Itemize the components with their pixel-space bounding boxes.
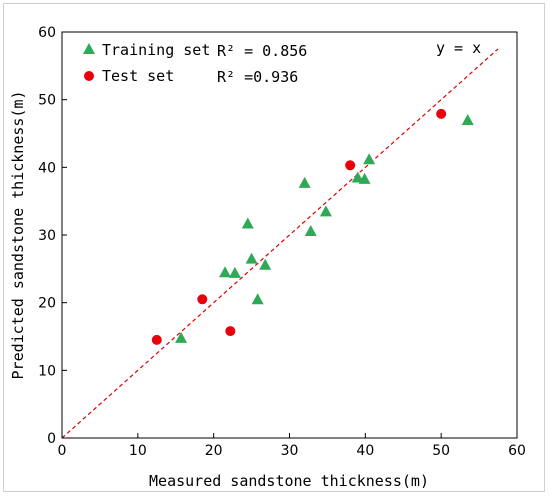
x-tick-label: 0 — [58, 443, 67, 459]
test-point — [151, 334, 162, 345]
points-layer — [151, 108, 474, 345]
legend-test-r2: R² =0.936 — [217, 68, 298, 86]
x-tick-label: 20 — [205, 443, 223, 459]
test-point — [225, 326, 236, 337]
training-point — [363, 153, 376, 165]
y-tick-label: 60 — [38, 25, 56, 41]
figure-frame — [3, 3, 545, 492]
y-tick-label: 0 — [47, 431, 56, 447]
y-tick-label: 10 — [38, 363, 56, 379]
x-tick-label: 40 — [356, 443, 374, 459]
y-tick-label: 20 — [38, 296, 56, 312]
training-point — [251, 293, 264, 305]
y-tick-label: 50 — [38, 93, 56, 109]
training-point — [241, 217, 254, 229]
reference-line-label: y = x — [436, 39, 481, 57]
training-point — [319, 205, 332, 217]
legend-training-label: Training set — [102, 41, 210, 59]
reference-line — [61, 48, 499, 439]
legend-test-marker — [84, 71, 94, 81]
test-point — [197, 294, 208, 305]
legend-training-marker — [83, 43, 95, 54]
training-point — [351, 171, 364, 183]
x-tick-label: 60 — [508, 443, 526, 459]
training-point — [358, 172, 371, 184]
training-point — [461, 113, 474, 125]
training-point — [298, 176, 311, 188]
training-point — [304, 224, 317, 236]
training-point — [228, 266, 241, 278]
y-tick-label: 30 — [38, 228, 56, 244]
test-point — [345, 160, 356, 171]
training-point — [245, 252, 258, 264]
x-tick-label: 30 — [281, 443, 299, 459]
training-point — [175, 331, 188, 343]
x-tick-label: 50 — [432, 443, 450, 459]
x-axis-label: Measured sandstone thickness(m) — [149, 472, 429, 490]
y-tick-label: 40 — [38, 160, 56, 176]
x-tick-label: 10 — [129, 443, 147, 459]
ticks-layer: 0 10 20 30 40 50 60 0 10 20 30 40 50 60 — [38, 25, 526, 459]
reference-line-layer — [61, 48, 499, 439]
legend: Training set R² = 0.856 Test set R² =0.9… — [83, 41, 307, 86]
training-point — [259, 258, 272, 270]
legend-training-r2: R² = 0.856 — [217, 42, 307, 60]
y-axis-label: Predicted sandstone thickness(m) — [9, 91, 27, 380]
test-point — [436, 108, 447, 119]
training-point — [219, 266, 232, 278]
legend-test-label: Test set — [102, 67, 174, 85]
